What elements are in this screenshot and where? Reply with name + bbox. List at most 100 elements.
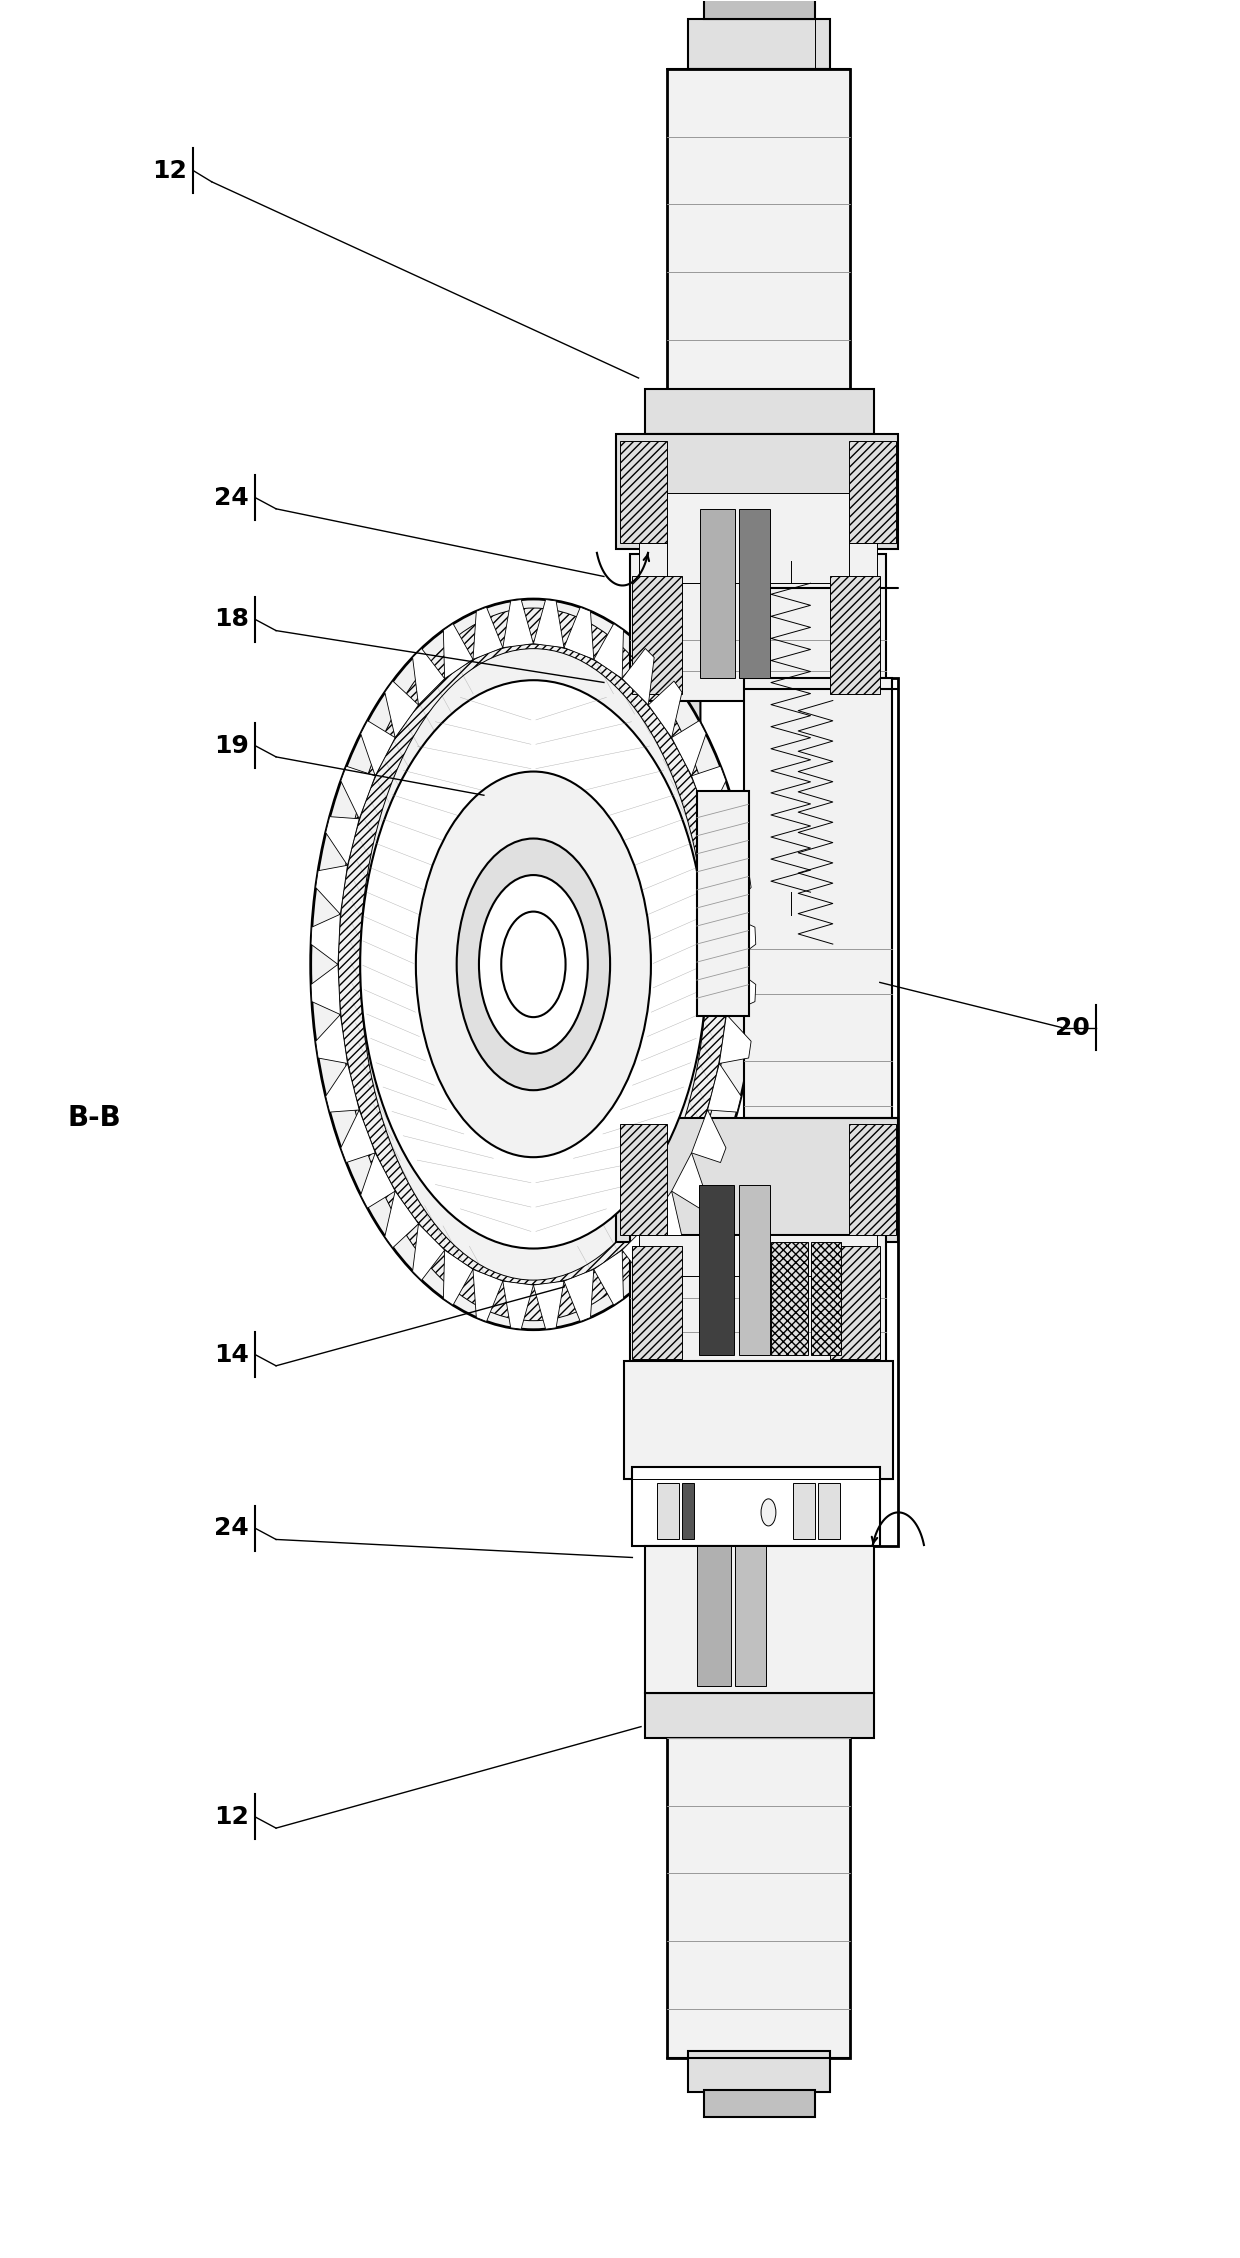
Bar: [630, 1235, 887, 1366]
Text: 24: 24: [215, 485, 249, 510]
Ellipse shape: [479, 876, 588, 1054]
Bar: [620, 440, 667, 542]
Polygon shape: [622, 648, 655, 704]
Polygon shape: [672, 1154, 706, 1208]
Bar: [794, 1484, 816, 1540]
Bar: [632, 1246, 682, 1359]
Bar: [688, 20, 831, 70]
Ellipse shape: [360, 680, 707, 1249]
Polygon shape: [413, 648, 445, 704]
Polygon shape: [594, 1251, 624, 1305]
Ellipse shape: [311, 598, 756, 1330]
Bar: [849, 1124, 897, 1235]
Bar: [849, 440, 897, 542]
Bar: [645, 1694, 874, 1739]
Bar: [616, 1118, 898, 1242]
Polygon shape: [626, 700, 701, 926]
Polygon shape: [316, 865, 347, 914]
Polygon shape: [708, 1064, 742, 1113]
Bar: [697, 790, 749, 1016]
Bar: [739, 1185, 770, 1355]
Polygon shape: [594, 623, 624, 680]
Bar: [632, 1468, 880, 1547]
Bar: [645, 388, 874, 434]
Polygon shape: [727, 914, 755, 964]
Polygon shape: [502, 1280, 533, 1330]
Polygon shape: [444, 1251, 472, 1305]
Bar: [682, 1484, 694, 1540]
Polygon shape: [361, 720, 396, 777]
Ellipse shape: [415, 772, 651, 1156]
Polygon shape: [564, 1269, 594, 1321]
Ellipse shape: [501, 912, 565, 1016]
Ellipse shape: [339, 644, 729, 1285]
Bar: [735, 1547, 766, 1687]
Bar: [704, 2089, 816, 2116]
Bar: [616, 434, 898, 549]
Bar: [657, 1484, 680, 1540]
Polygon shape: [472, 1269, 502, 1321]
Polygon shape: [326, 817, 360, 865]
Polygon shape: [413, 1224, 445, 1280]
Polygon shape: [472, 607, 502, 659]
Bar: [744, 677, 893, 1152]
Bar: [831, 576, 880, 693]
Bar: [630, 553, 887, 700]
Polygon shape: [672, 720, 706, 777]
Bar: [699, 1185, 734, 1355]
Text: B-B: B-B: [67, 1104, 122, 1131]
Polygon shape: [719, 865, 751, 914]
Text: 24: 24: [215, 1515, 249, 1540]
Bar: [688, 2050, 831, 2091]
Polygon shape: [384, 1192, 418, 1249]
Polygon shape: [311, 914, 340, 964]
Text: 18: 18: [215, 607, 249, 632]
Bar: [639, 1235, 878, 1276]
Polygon shape: [626, 994, 701, 1185]
Polygon shape: [649, 682, 682, 738]
Bar: [667, 70, 851, 395]
Bar: [811, 1242, 842, 1355]
Bar: [667, 492, 849, 583]
Bar: [645, 1547, 874, 1694]
Bar: [697, 1547, 732, 1687]
Text: 12: 12: [215, 1804, 249, 1829]
Polygon shape: [692, 765, 725, 820]
Polygon shape: [311, 964, 340, 1014]
Bar: [667, 1732, 851, 2057]
Polygon shape: [502, 601, 533, 648]
Bar: [744, 677, 898, 1547]
Bar: [739, 508, 770, 677]
Polygon shape: [326, 1064, 360, 1113]
Polygon shape: [341, 1111, 376, 1163]
Polygon shape: [533, 1280, 564, 1330]
Polygon shape: [719, 1014, 751, 1064]
Polygon shape: [692, 1111, 725, 1163]
Ellipse shape: [456, 838, 610, 1091]
Bar: [620, 1124, 667, 1235]
Polygon shape: [361, 1154, 396, 1208]
Text: 14: 14: [215, 1344, 249, 1366]
Bar: [639, 542, 878, 583]
Polygon shape: [649, 1192, 682, 1249]
Polygon shape: [384, 682, 418, 738]
Circle shape: [761, 1499, 776, 1526]
Bar: [818, 1484, 841, 1540]
Text: 20: 20: [1055, 1016, 1090, 1039]
Polygon shape: [708, 817, 742, 865]
Polygon shape: [564, 607, 594, 659]
Polygon shape: [341, 765, 376, 820]
Text: 19: 19: [215, 734, 249, 759]
Polygon shape: [533, 601, 564, 648]
Bar: [771, 1242, 808, 1355]
Bar: [831, 1246, 880, 1359]
Text: 12: 12: [153, 158, 187, 183]
Bar: [624, 1362, 894, 1479]
Polygon shape: [316, 1014, 347, 1064]
Bar: [704, 0, 816, 20]
Bar: [701, 508, 735, 677]
Polygon shape: [444, 623, 472, 680]
Polygon shape: [622, 1224, 655, 1280]
Polygon shape: [727, 964, 755, 1014]
Bar: [632, 576, 682, 693]
